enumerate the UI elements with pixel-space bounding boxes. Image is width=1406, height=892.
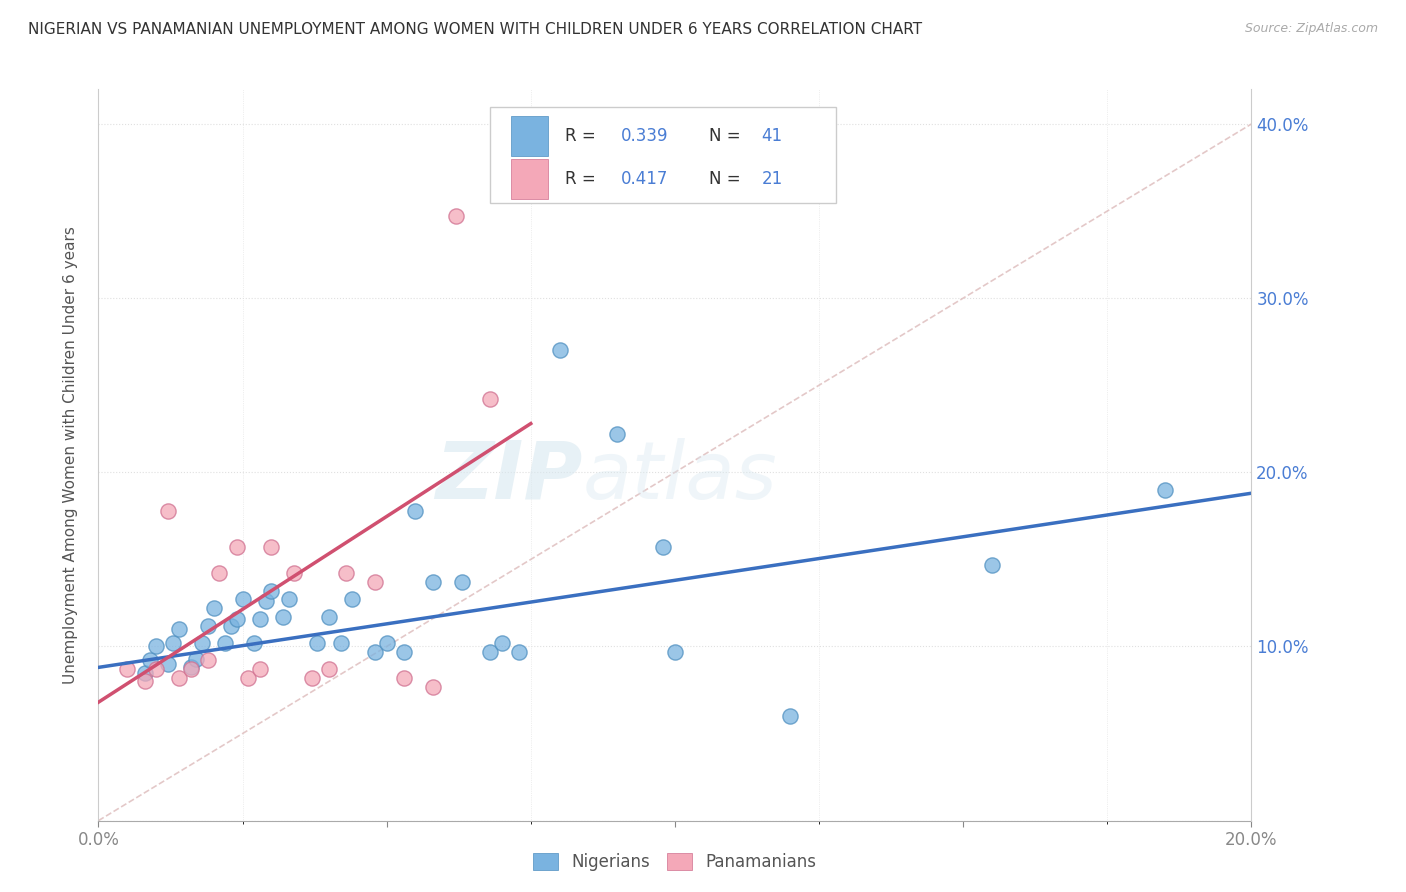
Point [318,662,340,676]
Point [283,566,305,581]
Point [271,610,294,624]
Point [335,566,357,581]
Point [117,662,139,676]
Point [301,671,323,685]
Point [340,592,363,607]
Point [167,671,190,685]
Point [238,671,260,685]
Text: R =: R = [565,169,602,188]
Point [145,640,167,654]
Point [548,343,571,358]
Point [219,618,242,632]
Point [450,575,472,590]
Point [260,583,283,598]
Point [156,503,179,517]
Point [1153,483,1175,497]
FancyBboxPatch shape [491,108,837,202]
Point [364,645,387,659]
Legend: Nigerians, Panamanians: Nigerians, Panamanians [527,847,823,878]
Point [139,653,162,667]
Text: 41: 41 [762,127,783,145]
Point [156,657,179,671]
Point [606,427,628,442]
Point [392,671,415,685]
Text: 21: 21 [762,169,783,188]
Point [307,636,329,650]
FancyBboxPatch shape [512,159,548,199]
Point [180,662,202,676]
Point [197,653,219,667]
Text: N =: N = [710,169,747,188]
Point [318,610,340,624]
Point [981,558,1004,572]
Point [208,566,231,581]
Point [162,636,184,650]
Point [225,540,247,554]
Point [180,660,202,674]
Point [664,645,686,659]
Point [167,622,190,636]
Text: NIGERIAN VS PANAMANIAN UNEMPLOYMENT AMONG WOMEN WITH CHILDREN UNDER 6 YEARS CORR: NIGERIAN VS PANAMANIAN UNEMPLOYMENT AMON… [28,22,922,37]
Point [186,651,208,665]
Point [254,594,277,608]
Point [508,645,530,659]
Text: R =: R = [565,127,602,145]
Point [134,665,156,680]
Point [243,636,266,650]
Point [329,636,352,650]
Point [231,592,254,607]
Point [422,680,444,694]
Point [191,636,214,650]
Text: 0.339: 0.339 [620,127,668,145]
Point [422,575,444,590]
Point [444,210,467,224]
Point [225,612,247,626]
Point [364,575,387,590]
Text: Source: ZipAtlas.com: Source: ZipAtlas.com [1244,22,1378,36]
Point [202,601,225,615]
Point [249,662,271,676]
FancyBboxPatch shape [512,116,548,156]
Point [214,636,236,650]
Point [479,392,502,407]
Y-axis label: Unemployment Among Women with Children Under 6 years: Unemployment Among Women with Children U… [63,226,77,684]
Text: ZIP: ZIP [436,438,582,516]
Point [134,674,156,689]
Point [197,618,219,632]
Point [405,503,427,517]
Point [375,636,398,650]
Point [779,709,801,723]
Text: atlas: atlas [582,438,778,516]
Point [145,662,167,676]
Point [392,645,415,659]
Point [479,645,502,659]
Point [652,540,675,554]
Text: N =: N = [710,127,747,145]
Point [249,612,271,626]
Point [277,592,299,607]
Point [260,540,283,554]
Text: 0.417: 0.417 [620,169,668,188]
Point [491,636,513,650]
